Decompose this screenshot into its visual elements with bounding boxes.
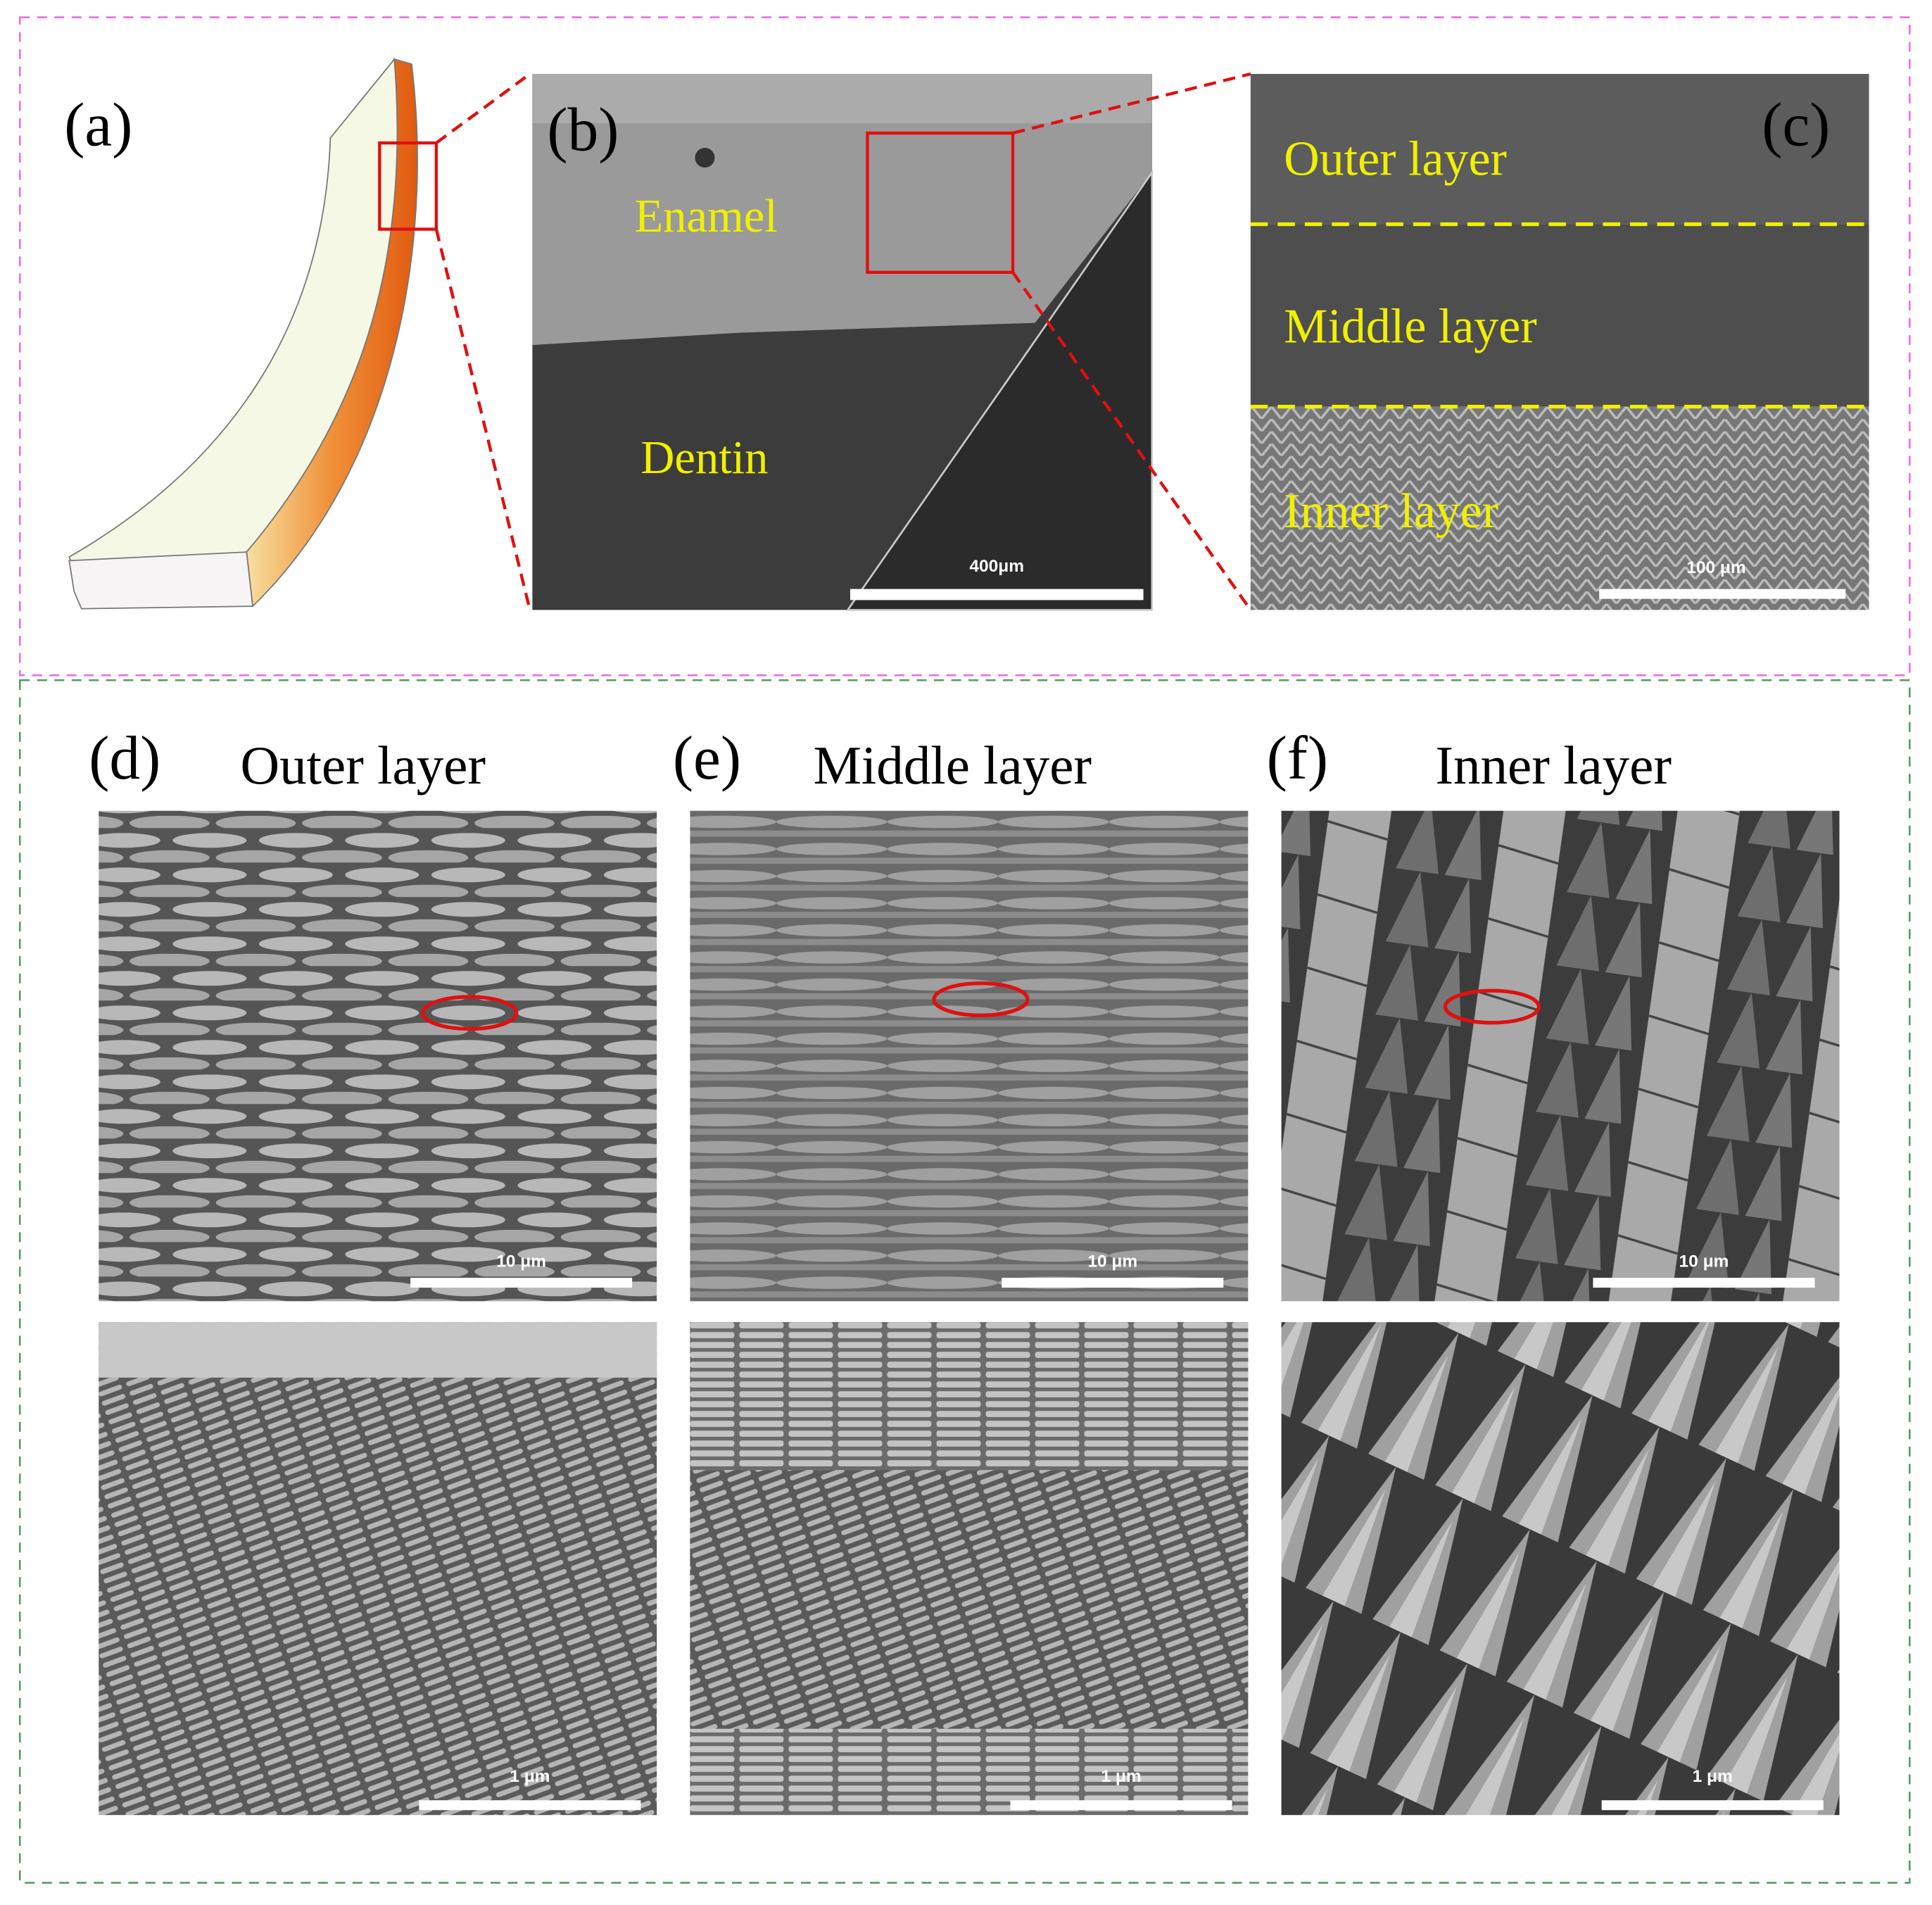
layer-label: Middle layer <box>1284 300 1537 354</box>
scale-bar-label: 1 μm <box>1693 1767 1733 1786</box>
zoom-box <box>378 141 438 231</box>
middle-layer-region <box>1250 224 1869 407</box>
scale-bar-label: 400μm <box>969 557 1024 576</box>
tooth-base <box>68 551 254 610</box>
layer-label: Inner layer <box>1284 484 1498 539</box>
sem-image-low <box>690 810 1249 1302</box>
panel-label: (e) <box>673 724 741 792</box>
highlight <box>1443 988 1541 1025</box>
region-label: Dentin <box>640 432 768 484</box>
rod-band <box>690 1322 1249 1471</box>
scale-bar-label: 1 μm <box>510 1767 550 1786</box>
tooth-sketch <box>68 57 438 610</box>
scale-bar-label: 10 μm <box>496 1252 546 1271</box>
defect <box>695 148 715 168</box>
panel-title: Middle layer <box>813 735 1092 796</box>
scale-bar-label: 10 μm <box>1679 1252 1729 1271</box>
zoom-box <box>866 131 1015 275</box>
panel-label: (d) <box>89 724 160 792</box>
panel-label: (a) <box>64 91 132 159</box>
layer-label: Outer layer <box>1284 132 1507 187</box>
outer-layer-region <box>1250 74 1869 225</box>
sem-image-high <box>1281 1322 1840 1816</box>
rod-band <box>99 1322 657 1378</box>
scale-bar <box>1593 1278 1815 1288</box>
highlight <box>420 995 519 1031</box>
panel-title: Outer layer <box>241 735 486 796</box>
inner-layer-region <box>1250 406 1869 610</box>
bottom-frame <box>18 679 1911 1884</box>
zoom-line <box>434 229 532 610</box>
sem-image-c: 100 μm <box>1250 74 1869 610</box>
bottom-panels: (d) Outer layer 10 μm 1 μm (e) Middle layer 10… <box>89 724 1840 1816</box>
sem-image-b: 400μm <box>532 74 1154 611</box>
scale-bar <box>1010 1800 1232 1811</box>
scale-bar <box>850 589 1144 601</box>
sem-image-low <box>99 810 657 1302</box>
panel-label: (b) <box>547 96 619 164</box>
scale-bar <box>1002 1278 1224 1288</box>
crystal-band <box>690 1470 1249 1729</box>
scale-bar <box>410 1278 633 1288</box>
scale-bar-label: 1 μm <box>1101 1767 1141 1786</box>
highlight <box>932 981 1030 1017</box>
scale-bar <box>1601 1800 1824 1811</box>
zoom-line <box>1011 271 1252 611</box>
background-region <box>845 169 1154 611</box>
panel-label: (c) <box>1762 91 1830 159</box>
zoom-line <box>1012 72 1251 135</box>
panel-label: (f) <box>1267 724 1328 792</box>
top-frame <box>18 16 1911 677</box>
panel-title: Inner layer <box>1435 735 1672 796</box>
scale-bar-label: 10 μm <box>1087 1252 1137 1271</box>
enamel-edge <box>532 74 1152 124</box>
scale-bar-label: 100 μm <box>1686 558 1745 577</box>
sem-image-high <box>99 1322 657 1816</box>
enamel-region <box>532 74 1152 346</box>
region-label: Enamel <box>635 191 778 242</box>
scale-bar <box>419 1800 641 1811</box>
sem-image-low <box>1281 810 1840 1302</box>
zoom-line <box>435 73 531 144</box>
scale-bar <box>1599 589 1846 599</box>
